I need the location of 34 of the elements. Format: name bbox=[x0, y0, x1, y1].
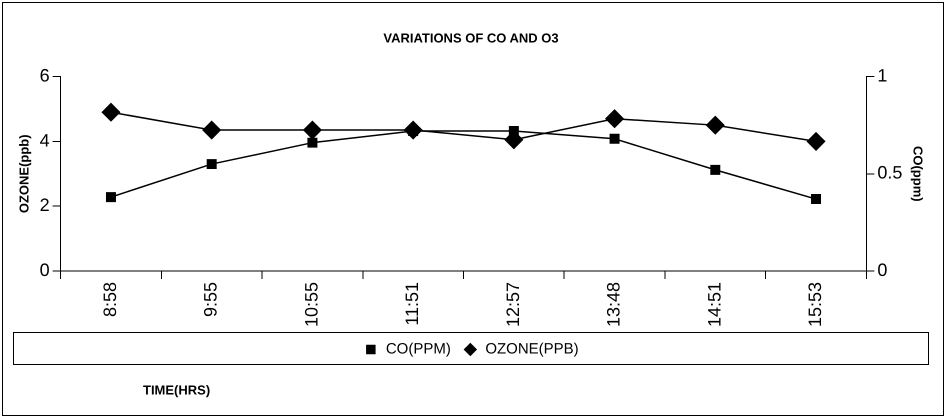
point bbox=[811, 194, 822, 204]
y2-tick-label: 0.5 bbox=[877, 162, 902, 183]
y2-axis-title: CO(ppm) bbox=[910, 146, 926, 202]
y-tick-label: 4 bbox=[40, 130, 50, 150]
y-tick-label: 2 bbox=[40, 195, 50, 216]
y2-tick-label: 0 bbox=[877, 260, 888, 280]
point bbox=[106, 192, 116, 202]
point bbox=[605, 109, 624, 128]
point bbox=[303, 120, 322, 140]
legend-label: OZONE(PPB) bbox=[485, 340, 579, 358]
y-axis-title: OZONE(ppb) bbox=[16, 134, 32, 214]
x-tick-label: 14:51 bbox=[704, 282, 724, 328]
point bbox=[102, 102, 120, 122]
point bbox=[202, 120, 221, 140]
x-tick-label: 9:55 bbox=[200, 282, 221, 318]
x-axis-title: TIME(HRS) bbox=[143, 382, 210, 398]
y2-tick-label: 1 bbox=[877, 66, 888, 86]
chart-title: VARIATIONS OF CO AND O3 bbox=[383, 30, 559, 46]
point bbox=[710, 164, 720, 175]
x-tick-label: 10:55 bbox=[301, 282, 322, 328]
x-tick-label: 15:53 bbox=[804, 282, 825, 328]
x-tick-label: 12:57 bbox=[502, 282, 523, 328]
point bbox=[706, 116, 725, 134]
y-tick-label: 0 bbox=[40, 260, 50, 280]
point bbox=[610, 134, 620, 144]
x-tick-label: 8:58 bbox=[100, 282, 120, 318]
point bbox=[307, 138, 318, 148]
legend-label: CO(PPM) bbox=[386, 340, 451, 358]
point bbox=[806, 132, 826, 151]
x-tick-label: 11:51 bbox=[402, 282, 422, 326]
x-tick-label: 13:48 bbox=[604, 282, 624, 328]
point bbox=[508, 126, 519, 136]
point bbox=[206, 159, 217, 170]
y-tick-label: 6 bbox=[40, 66, 50, 86]
